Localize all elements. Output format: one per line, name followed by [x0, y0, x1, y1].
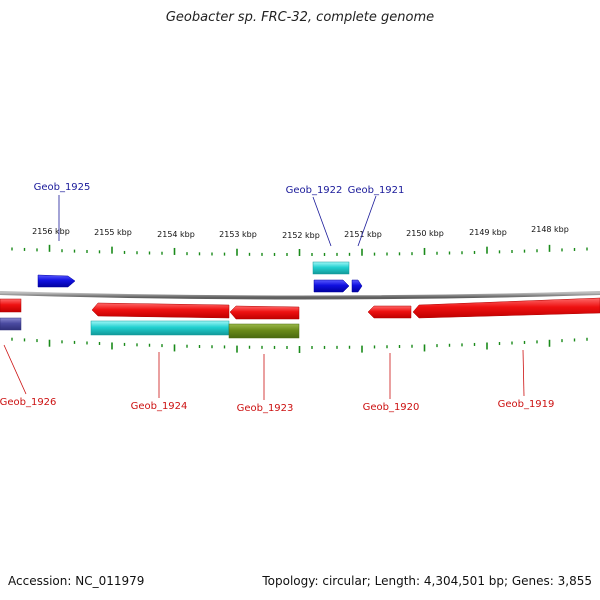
- gene-label-geob-1920[interactable]: Geob_1920: [363, 402, 420, 413]
- leader-line: [312, 196, 332, 247]
- leader-line: [3, 344, 27, 395]
- reverse-strand-features: [0, 297, 600, 339]
- scale-ticks-bottom: [11, 337, 588, 353]
- scale-tick-labels: 2156 kbp 2155 kbp 2154 kbp 2153 kbp 2152…: [32, 225, 569, 240]
- tick-label: 2152 kbp: [282, 231, 320, 240]
- leader-line: [522, 349, 525, 397]
- gene-label-geob-1924[interactable]: Geob_1924: [131, 401, 188, 412]
- tick-label: 2156 kbp: [32, 227, 70, 236]
- top-gene-labels: Geob_1925 Geob_1922 Geob_1921: [34, 182, 405, 247]
- tick-label: 2153 kbp: [219, 230, 257, 239]
- genome-backbone: [0, 291, 600, 300]
- gene-label-geob-1919[interactable]: Geob_1919: [498, 399, 555, 410]
- gene-geob-1923[interactable]: [229, 305, 300, 320]
- tick-label: 2150 kbp: [406, 229, 444, 238]
- gene-label-geob-1926[interactable]: Geob_1926: [0, 397, 56, 408]
- gene-geob-1923-feature[interactable]: [228, 323, 300, 339]
- accession-text: Accession: NC_011979: [8, 574, 145, 588]
- leader-line: [357, 195, 377, 247]
- gene-geob-1924[interactable]: [91, 302, 230, 319]
- gene-geob-1919[interactable]: [412, 297, 600, 319]
- rna-feature[interactable]: [312, 261, 350, 275]
- bottom-gene-labels: Geob_1926 Geob_1924 Geob_1923 Geob_1920 …: [0, 344, 555, 414]
- gene-geob-1920[interactable]: [367, 305, 412, 319]
- forward-strand-features: [37, 261, 363, 293]
- gene-geob-1925[interactable]: [37, 274, 76, 288]
- gene-label-geob-1923[interactable]: Geob_1923: [237, 403, 294, 414]
- gene-label-geob-1921[interactable]: Geob_1921: [348, 185, 405, 196]
- gene-geob-1926-rna[interactable]: [0, 317, 22, 331]
- gene-geob-1921[interactable]: [351, 279, 363, 293]
- tick-label: 2149 kbp: [469, 228, 507, 237]
- map-title: Geobacter sp. FRC-32, complete genome: [165, 10, 435, 25]
- gene-geob-1924-feature[interactable]: [90, 320, 230, 336]
- gene-geob-1926[interactable]: [0, 298, 22, 313]
- tick-label: 2154 kbp: [157, 230, 195, 239]
- tick-label: 2155 kbp: [94, 228, 132, 237]
- topology-text: Topology: circular; Length: 4,304,501 bp…: [262, 574, 592, 588]
- tick-label: 2151 kbp: [344, 230, 382, 239]
- gene-label-geob-1925[interactable]: Geob_1925: [34, 182, 91, 193]
- tick-label: 2148 kbp: [531, 225, 569, 234]
- gene-geob-1922[interactable]: [313, 279, 350, 293]
- scale-ticks-top: [11, 244, 588, 256]
- gene-label-geob-1922[interactable]: Geob_1922: [286, 185, 343, 196]
